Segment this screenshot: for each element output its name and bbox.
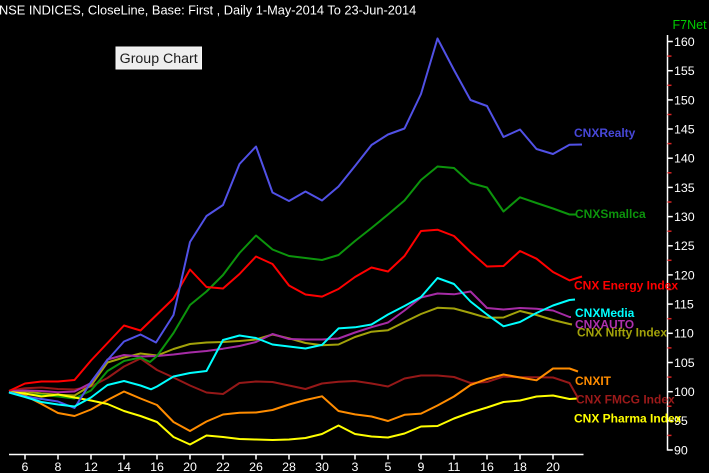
svg-text:130: 130 xyxy=(674,210,695,224)
svg-text:CNXAUTO: CNXAUTO xyxy=(575,318,634,332)
svg-text:30: 30 xyxy=(315,460,329,473)
svg-text:14: 14 xyxy=(117,460,131,473)
svg-text:Group Chart: Group Chart xyxy=(120,51,198,67)
svg-text:135: 135 xyxy=(674,181,695,195)
svg-text:155: 155 xyxy=(674,64,695,78)
svg-text:115: 115 xyxy=(674,298,694,312)
svg-text:CNX FMCG Index: CNX FMCG Index xyxy=(576,393,675,407)
svg-text:26: 26 xyxy=(249,460,263,473)
svg-text:145: 145 xyxy=(674,122,695,136)
svg-text:CNX Pharma Index: CNX Pharma Index xyxy=(574,412,682,426)
svg-text:140: 140 xyxy=(674,152,695,166)
svg-text:CNX Energy Index: CNX Energy Index xyxy=(574,279,678,293)
svg-text:CNXSmallca: CNXSmallca xyxy=(575,207,646,221)
svg-text:90: 90 xyxy=(674,443,688,457)
svg-text:CNXRealty: CNXRealty xyxy=(574,126,636,140)
svg-text:150: 150 xyxy=(674,93,695,107)
svg-text:11: 11 xyxy=(448,460,461,473)
svg-text:12: 12 xyxy=(84,460,98,473)
svg-text:20: 20 xyxy=(546,460,560,473)
svg-text:16: 16 xyxy=(480,460,494,473)
svg-text:16: 16 xyxy=(150,460,164,473)
svg-text:125: 125 xyxy=(674,239,695,253)
svg-text:110: 110 xyxy=(674,327,694,341)
svg-text:120: 120 xyxy=(674,268,695,282)
svg-text:CNX Nifty Index: CNX Nifty Index xyxy=(577,326,667,340)
svg-text:3: 3 xyxy=(352,460,359,473)
svg-text:22: 22 xyxy=(216,460,230,473)
svg-text:100: 100 xyxy=(674,385,695,399)
svg-text:28: 28 xyxy=(282,460,296,473)
svg-text:5: 5 xyxy=(385,460,392,473)
svg-text:160: 160 xyxy=(674,35,695,49)
svg-text:18: 18 xyxy=(513,460,527,473)
svg-text:NSE INDICES, CloseLine, Base:: NSE INDICES, CloseLine, Base: First , Da… xyxy=(0,2,416,17)
svg-text:F7Net: F7Net xyxy=(673,18,708,32)
svg-text:105: 105 xyxy=(674,356,695,370)
svg-text:8: 8 xyxy=(55,460,62,473)
svg-text:95: 95 xyxy=(674,414,688,428)
svg-text:9: 9 xyxy=(418,460,425,473)
svg-text:6: 6 xyxy=(22,460,29,473)
svg-text:20: 20 xyxy=(183,460,197,473)
svg-text:CNXMedia: CNXMedia xyxy=(575,306,635,320)
svg-text:CNXIT: CNXIT xyxy=(575,374,612,388)
